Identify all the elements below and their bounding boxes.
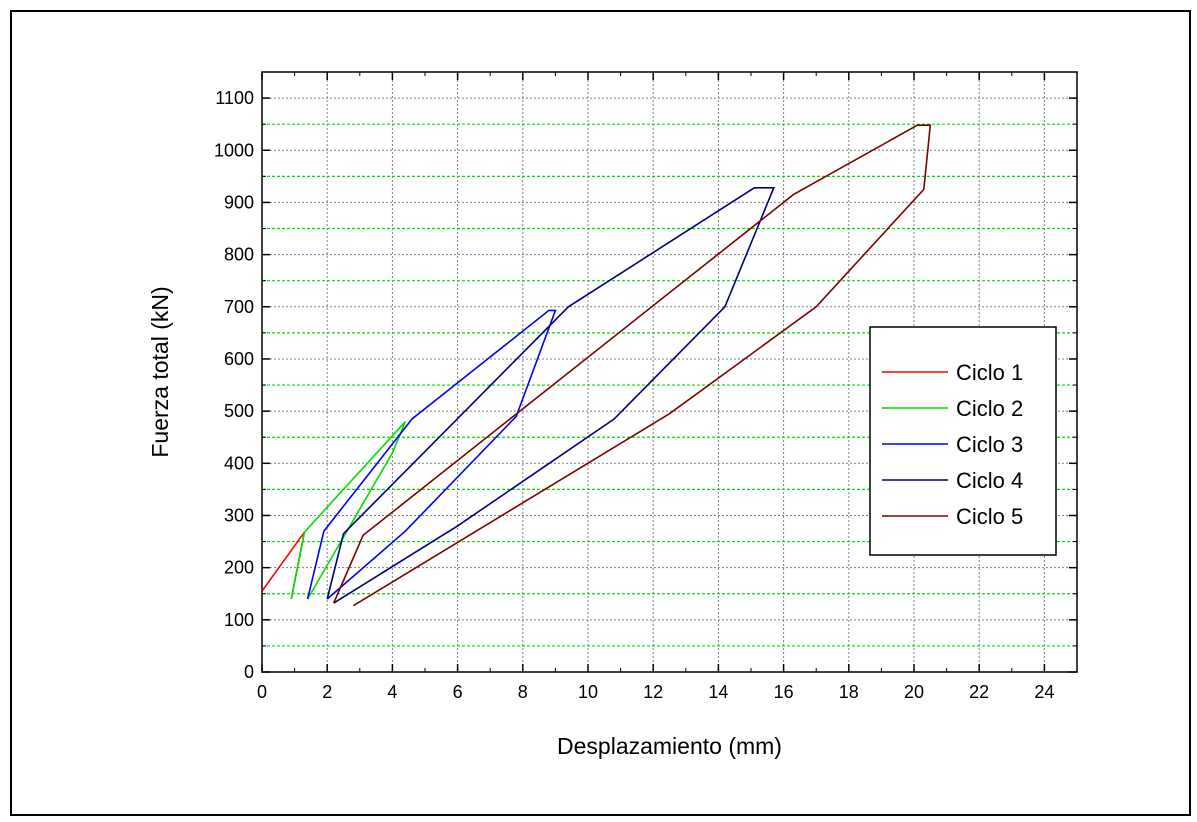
y-tick-label: 1000 xyxy=(214,140,254,160)
series-line-4 xyxy=(326,187,775,604)
x-tick-label: 18 xyxy=(839,682,859,702)
x-tick-label: 12 xyxy=(643,682,663,702)
x-tick-label: 10 xyxy=(578,682,598,702)
axis-ticks: 0 2 4 6 8 10 12 14 16 18 20 22 240100200300400500600… xyxy=(214,72,1077,702)
x-tick-label: 20 xyxy=(904,682,924,702)
grid-layer xyxy=(262,72,1077,672)
y-tick-label: 0 xyxy=(244,662,254,682)
y-tick-label: 700 xyxy=(224,297,254,317)
x-axis-title: Desplazamiento (mm) xyxy=(557,733,782,759)
legend: Ciclo 1 Ciclo 2 Ciclo 3 Ciclo 4 Ciclo 5 xyxy=(869,326,1057,556)
x-tick-label: 2 xyxy=(322,682,332,702)
legend-box xyxy=(869,326,1057,556)
x-tick-label: 8 xyxy=(518,682,528,702)
y-tick-label: 300 xyxy=(224,505,254,525)
y-axis-title: Fuerza total (kN) xyxy=(147,286,173,457)
legend-label: Ciclo 3 xyxy=(956,432,1023,457)
x-tick-label: 24 xyxy=(1034,682,1054,702)
legend-label: Ciclo 4 xyxy=(956,468,1023,493)
legend-label: Ciclo 5 xyxy=(956,504,1023,529)
x-tick-label: 0 xyxy=(257,682,267,702)
plot-area-border xyxy=(261,71,1078,673)
series-line-2 xyxy=(290,421,407,600)
x-tick-label: 6 xyxy=(453,682,463,702)
series-line-5 xyxy=(332,124,932,607)
legend-label: Ciclo 1 xyxy=(956,360,1023,385)
legend-label: Ciclo 2 xyxy=(956,396,1023,421)
y-tick-label: 500 xyxy=(224,401,254,421)
x-tick-label: 14 xyxy=(708,682,728,702)
y-tick-label: 800 xyxy=(224,245,254,265)
y-tick-label: 200 xyxy=(224,558,254,578)
x-tick-label: 22 xyxy=(969,682,989,702)
series-layer xyxy=(261,124,932,607)
x-tick-label: 4 xyxy=(387,682,397,702)
y-tick-label: 400 xyxy=(224,453,254,473)
x-tick-label: 16 xyxy=(774,682,794,702)
y-tick-label: 900 xyxy=(224,192,254,212)
y-tick-label: 1100 xyxy=(215,88,254,108)
y-tick-label: 600 xyxy=(224,349,254,369)
series-line-3 xyxy=(306,309,557,600)
y-tick-label: 100 xyxy=(224,610,254,630)
